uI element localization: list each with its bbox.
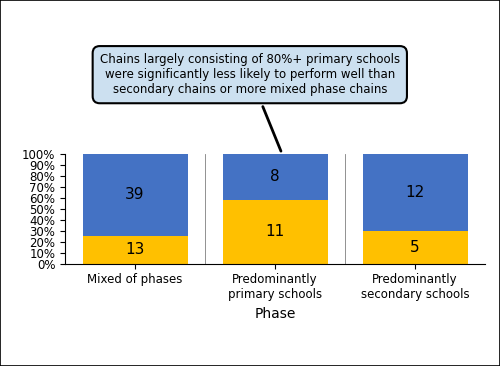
Text: 5: 5	[410, 240, 420, 255]
Bar	[362, 154, 468, 231]
Bar	[362, 231, 468, 264]
Text: 12: 12	[406, 185, 424, 200]
Text: 39: 39	[125, 187, 145, 202]
Bar	[82, 236, 188, 264]
Bar	[222, 154, 328, 200]
Text: 11: 11	[266, 224, 284, 239]
Text: 13: 13	[126, 242, 144, 257]
Bar	[222, 200, 328, 264]
Text: Chains largely consisting of 80%+ primary schools
were significantly less likely: Chains largely consisting of 80%+ primar…	[100, 53, 400, 151]
Text: 8: 8	[270, 169, 280, 184]
Bar	[82, 154, 188, 236]
X-axis label: Phase: Phase	[254, 307, 296, 321]
